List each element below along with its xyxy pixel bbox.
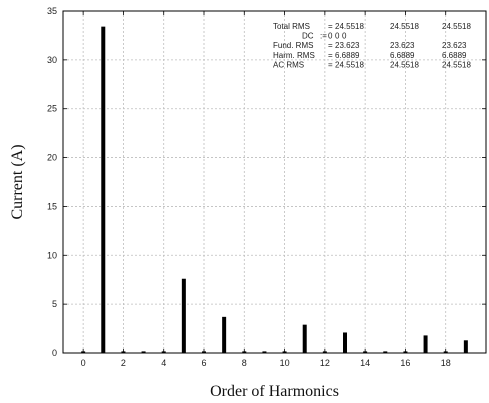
x-tick-label: 4 xyxy=(161,358,166,368)
stat-value: 0 xyxy=(335,32,340,41)
stat-value: 23.623 xyxy=(442,41,467,50)
y-tick-label: 35 xyxy=(47,6,57,16)
y-tick-label: 5 xyxy=(52,299,57,309)
x-tick-label: 12 xyxy=(320,358,330,368)
stat-value: 0 xyxy=(328,32,333,41)
x-axis-title: Order of Harmonics xyxy=(210,383,339,400)
x-tick-label: 2 xyxy=(121,358,126,368)
stat-value: 24.5518 xyxy=(335,22,364,31)
y-tick-label: 25 xyxy=(47,104,57,114)
y-tick-label: 10 xyxy=(47,250,57,260)
stat-label: AC RMS xyxy=(273,60,304,69)
plot-frame xyxy=(62,10,487,354)
harmonic-bars xyxy=(81,26,468,354)
stat-separator: = xyxy=(328,60,333,69)
stat-value: 24.5518 xyxy=(390,22,419,31)
harmonic-bar xyxy=(423,335,428,353)
stat-value: 0 xyxy=(342,32,347,41)
x-tick-label: 18 xyxy=(441,358,451,368)
stat-value: 6.6889 xyxy=(335,51,360,60)
stat-value: 24.5518 xyxy=(390,60,419,69)
y-tick-label: 0 xyxy=(52,348,57,358)
stat-separator: := xyxy=(320,32,327,41)
stat-label: Harm. RMS xyxy=(273,51,315,60)
x-tick-label: 14 xyxy=(360,358,370,368)
y-tick-label: 20 xyxy=(47,153,57,163)
stat-separator: = xyxy=(328,41,333,50)
axis-ticks: 0 5 10 15 20 25 30 35 0 2 4 6 8 10 12 14 16 18 xyxy=(47,6,486,368)
stat-value: 23.623 xyxy=(335,41,360,50)
stat-label: Fund. RMS xyxy=(273,41,313,50)
x-tick-label: 10 xyxy=(280,358,290,368)
y-tick-label: 30 xyxy=(47,55,57,65)
y-tick-label: 15 xyxy=(47,201,57,211)
x-tick-label: 16 xyxy=(400,358,410,368)
stat-label: DC xyxy=(302,32,314,41)
stat-value: 24.5518 xyxy=(335,60,364,69)
y-axis-title: Current (A) xyxy=(9,144,26,219)
harmonic-bar xyxy=(343,332,347,353)
stat-separator: = xyxy=(328,51,333,60)
stat-value: 24.5518 xyxy=(442,60,471,69)
stat-value: 6.6889 xyxy=(442,51,467,60)
harmonic-bar xyxy=(181,278,186,353)
x-tick-label: 8 xyxy=(242,358,247,368)
harmonic-bar xyxy=(463,340,468,353)
stat-label: Total RMS xyxy=(273,22,310,31)
x-tick-label: 6 xyxy=(201,358,206,368)
stat-value: 6.6889 xyxy=(390,51,415,60)
stat-value: 24.5518 xyxy=(442,22,471,31)
harmonic-bar xyxy=(302,324,307,353)
stat-value: 23.623 xyxy=(390,41,415,50)
harmonic-bar xyxy=(222,316,227,353)
x-tick-label: 0 xyxy=(81,358,86,368)
stat-separator: = xyxy=(328,22,333,31)
harmonic-bar xyxy=(101,26,106,354)
grid xyxy=(63,11,486,353)
